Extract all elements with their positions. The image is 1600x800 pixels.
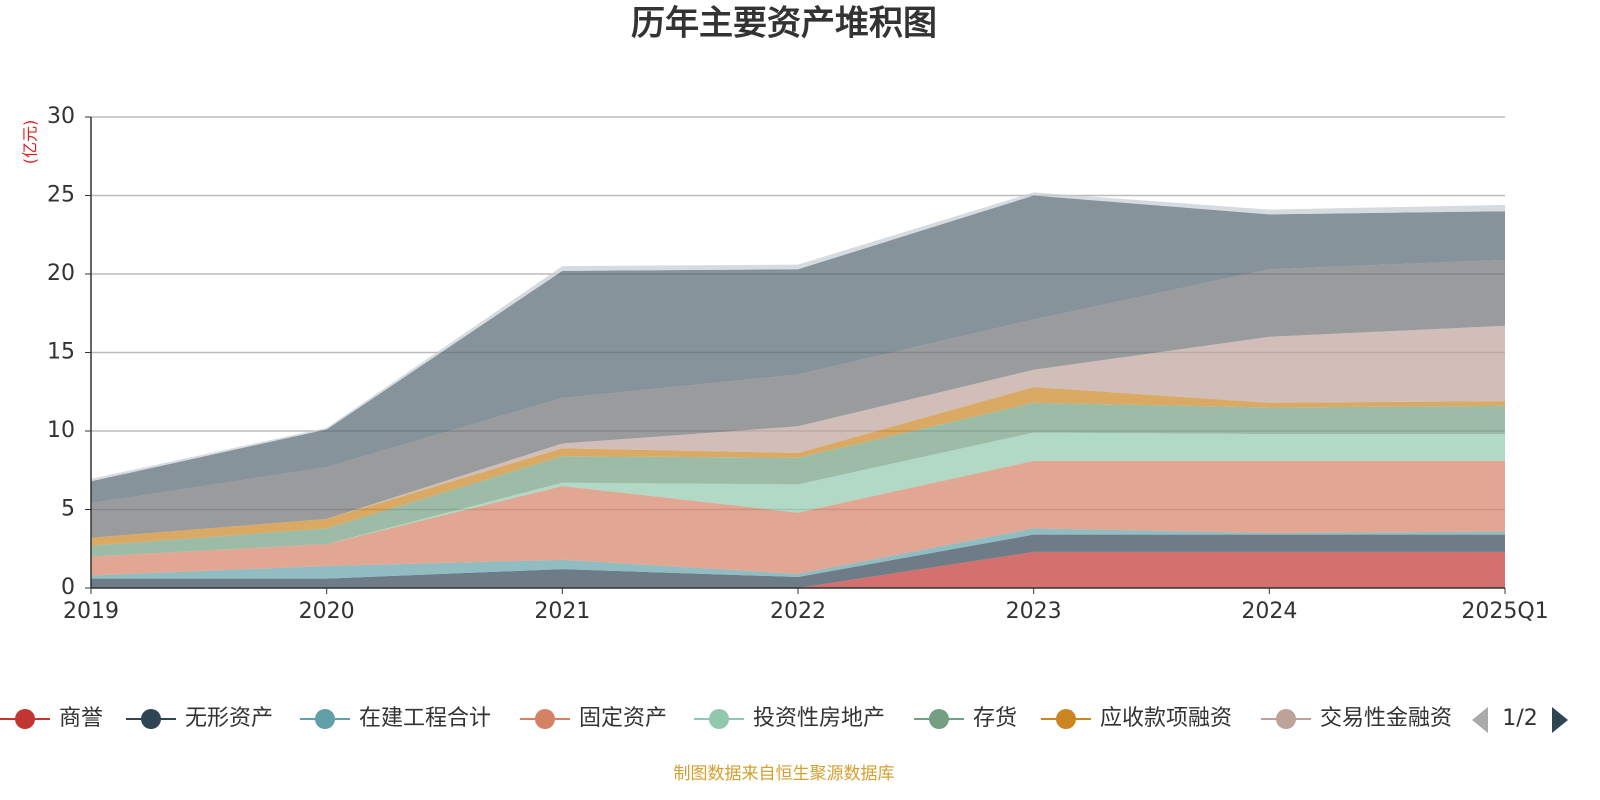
legend-prev[interactable] xyxy=(1472,707,1488,733)
y-unit: (亿元) xyxy=(21,120,40,165)
y-tick-label: 25 xyxy=(47,183,75,208)
area xyxy=(91,325,1505,538)
x-tick-label: 2020 xyxy=(299,599,355,624)
legend-label: 商誉 xyxy=(59,706,103,731)
y-tick-label: 10 xyxy=(47,418,75,443)
legend-marker xyxy=(535,709,555,729)
area xyxy=(91,402,1505,557)
y-tick-label: 20 xyxy=(47,261,75,286)
area xyxy=(91,259,1505,538)
legend-label: 应收款项融资 xyxy=(1100,706,1232,731)
area xyxy=(91,460,1505,576)
legend-label: 交易性金融资 xyxy=(1320,706,1452,731)
legend-marker xyxy=(929,709,949,729)
x-tick-label: 2023 xyxy=(1006,599,1062,624)
legend-next[interactable] xyxy=(1552,707,1568,733)
legend-label: 投资性房地产 xyxy=(753,706,885,731)
legend-marker xyxy=(1276,709,1296,729)
legend-label: 固定资产 xyxy=(579,706,667,731)
legend-marker xyxy=(709,709,729,729)
plot: 0 5 10 15 20 25 30 2019 2020 2021 2022 2023 2024 2025… xyxy=(47,104,1549,624)
x-tick-label: 2021 xyxy=(534,599,590,624)
area xyxy=(91,432,1505,557)
legend-page: 1/2 xyxy=(1502,706,1537,731)
legend: 商誉 无形资产 在建工程合计 固定资产 投资性房地产 存货 应收款项融资 交易性金融资 xyxy=(0,706,1452,731)
legend-label: 存货 xyxy=(973,706,1017,731)
source-note: 制图数据来自恒生聚源数据库 xyxy=(674,764,895,784)
legend-marker xyxy=(1056,709,1076,729)
x-tick-label: 2019 xyxy=(63,599,119,624)
y-tick-label: 5 xyxy=(61,497,75,522)
area xyxy=(91,387,1505,546)
x-tick-label: 2024 xyxy=(1241,599,1297,624)
legend-marker xyxy=(15,709,35,729)
x-tick-label: 2025Q1 xyxy=(1461,599,1548,624)
y-tick-label: 0 xyxy=(61,575,75,600)
x-tick-label: 2022 xyxy=(770,599,826,624)
y-tick-label: 30 xyxy=(47,104,75,129)
area xyxy=(91,534,1505,588)
area xyxy=(91,528,1505,579)
area xyxy=(91,195,1505,504)
legend-label: 在建工程合计 xyxy=(359,706,491,731)
legend-label: 无形资产 xyxy=(185,706,273,731)
legend-marker xyxy=(141,709,161,729)
y-tick-label: 15 xyxy=(47,340,75,365)
legend-marker xyxy=(315,709,335,729)
chart-title: 历年主要资产堆积图 xyxy=(631,4,937,44)
area xyxy=(91,551,1505,588)
